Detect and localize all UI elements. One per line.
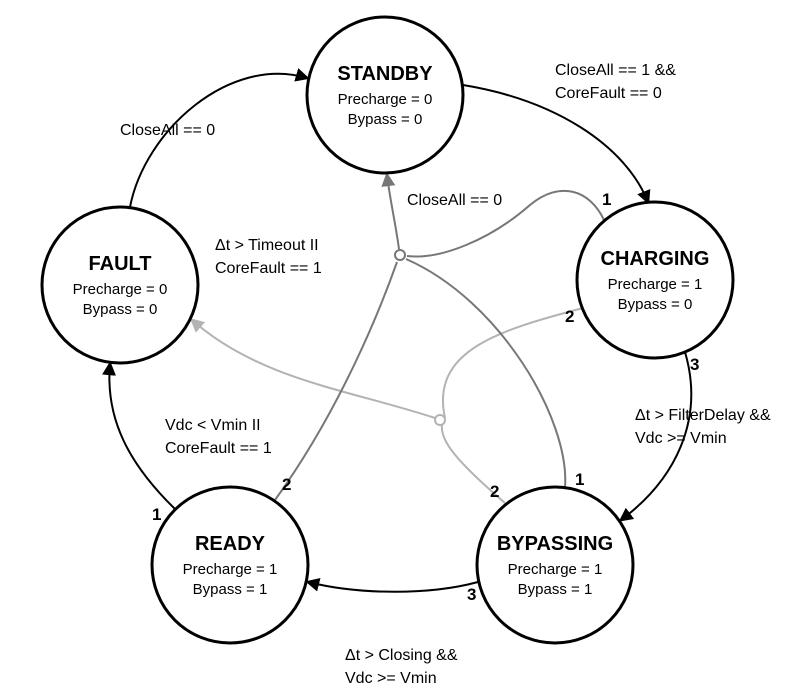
label-closeall-junction: CloseAll == 0 bbox=[407, 192, 502, 209]
edge-ready-closeall bbox=[275, 262, 397, 500]
edge-ready-fault bbox=[109, 364, 175, 509]
standby-line1: Precharge = 0 bbox=[338, 91, 433, 108]
priority-charging-3: 3 bbox=[690, 355, 699, 374]
ready-line2: Bypass = 1 bbox=[193, 581, 268, 598]
fault-line2: Bypass = 0 bbox=[83, 301, 158, 318]
fault-line1: Precharge = 0 bbox=[73, 281, 168, 298]
priority-ready-1: 1 bbox=[152, 505, 161, 524]
bypassing-line1: Precharge = 1 bbox=[508, 561, 603, 578]
fault-title: FAULT bbox=[89, 253, 152, 275]
bypassing-title: BYPASSING bbox=[497, 533, 613, 555]
priority-charging-1: 1 bbox=[602, 190, 611, 209]
junction-tofault bbox=[435, 415, 445, 425]
state-charging: CHARGING Precharge = 1 Bypass = 0 bbox=[577, 202, 733, 358]
priority-bypassing-3: 3 bbox=[467, 585, 476, 604]
junction-closeall bbox=[395, 250, 405, 260]
ready-title: READY bbox=[195, 533, 266, 555]
charging-line2: Bypass = 0 bbox=[618, 296, 693, 313]
label-charging-bypassing-1: Δt > FilterDelay && bbox=[635, 407, 771, 424]
label-charging-fault-1: Δt > Timeout II bbox=[215, 237, 319, 254]
label-standby-charging-1: CloseAll == 1 && bbox=[555, 62, 676, 79]
edge-fault-standby bbox=[130, 74, 307, 207]
state-standby: STANDBY Precharge = 0 Bypass = 0 bbox=[307, 17, 463, 173]
edge-standby-charging bbox=[463, 85, 648, 202]
standby-line2: Bypass = 0 bbox=[348, 111, 423, 128]
label-fault-standby: CloseAll == 0 bbox=[120, 122, 215, 139]
edge-bypassing-closeall bbox=[406, 259, 565, 487]
priority-charging-2: 2 bbox=[565, 307, 574, 326]
label-bypassing-ready-2: Vdc >= Vmin bbox=[345, 670, 437, 687]
edge-bypassing-ready bbox=[308, 582, 478, 592]
state-ready: READY Precharge = 1 Bypass = 1 bbox=[152, 487, 308, 643]
label-charging-fault-2: CoreFault == 1 bbox=[215, 260, 322, 277]
state-diagram: STANDBY Precharge = 0 Bypass = 0 CHARGIN… bbox=[0, 0, 800, 698]
charging-line1: Precharge = 1 bbox=[608, 276, 703, 293]
edge-charging-tofault bbox=[443, 308, 583, 418]
state-fault: FAULT Precharge = 0 Bypass = 0 bbox=[42, 207, 198, 363]
bypassing-line2: Bypass = 1 bbox=[518, 581, 593, 598]
label-ready-fault-2: CoreFault == 1 bbox=[165, 440, 272, 457]
ready-line1: Precharge = 1 bbox=[183, 561, 278, 578]
priority-bypassing-1: 1 bbox=[575, 470, 584, 489]
label-standby-charging-2: CoreFault == 0 bbox=[555, 85, 662, 102]
edge-junction-tofault bbox=[192, 320, 435, 418]
charging-title: CHARGING bbox=[601, 248, 710, 270]
priority-bypassing-2: 2 bbox=[490, 482, 499, 501]
state-bypassing: BYPASSING Precharge = 1 Bypass = 1 bbox=[477, 487, 633, 643]
label-charging-bypassing-2: Vdc >= Vmin bbox=[635, 430, 727, 447]
edge-junction-standby bbox=[387, 175, 399, 249]
label-ready-fault-1: Vdc < Vmin II bbox=[165, 417, 261, 434]
standby-title: STANDBY bbox=[337, 63, 433, 85]
priority-ready-2: 2 bbox=[282, 475, 291, 494]
label-bypassing-ready-1: Δt > Closing && bbox=[345, 647, 458, 664]
